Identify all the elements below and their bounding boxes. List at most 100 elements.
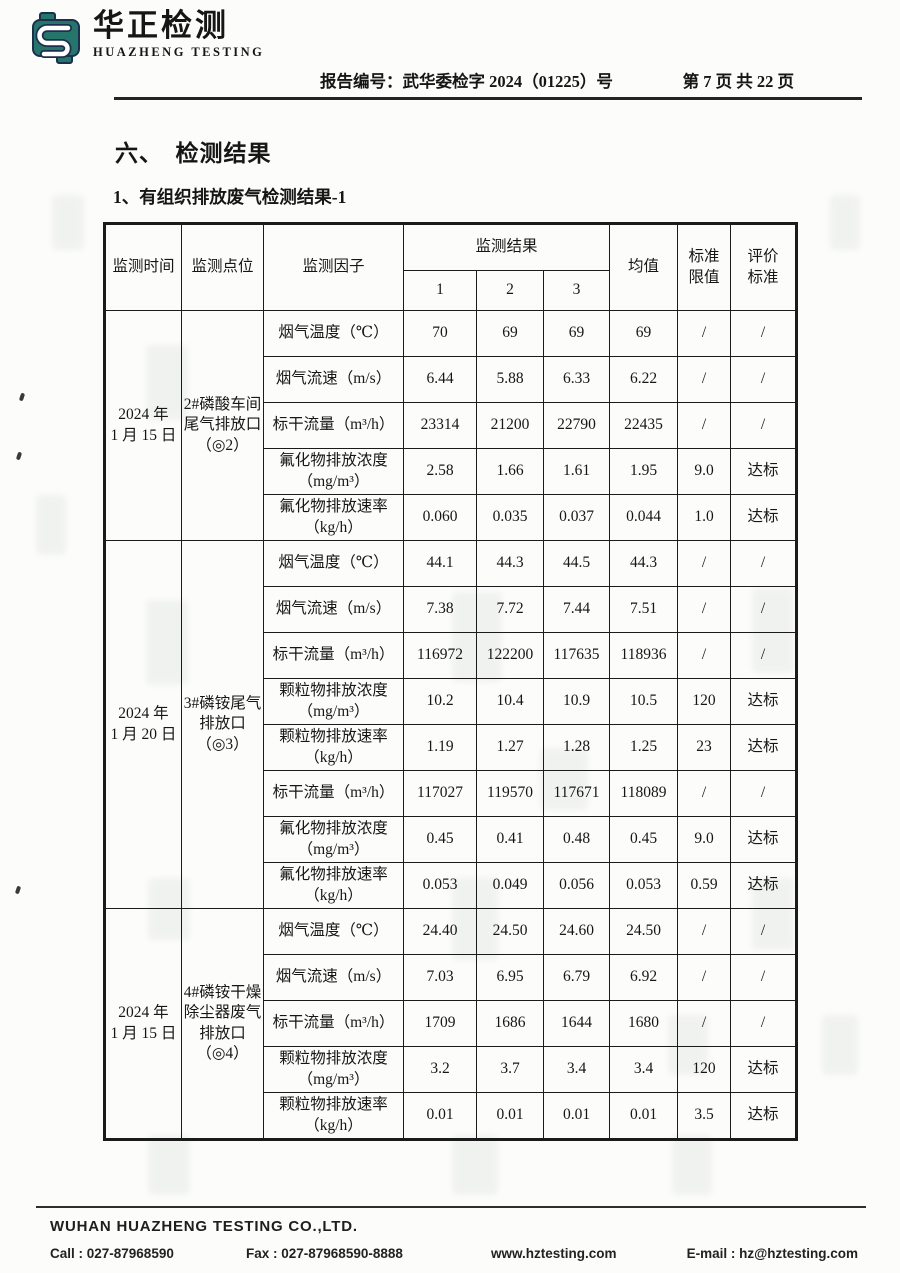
value-cell: 10.2 xyxy=(403,678,477,725)
avg-cell: 118936 xyxy=(609,632,678,679)
eval-cell: / xyxy=(730,954,797,1001)
avg-cell: 1.95 xyxy=(609,448,678,495)
eval-cell: / xyxy=(730,402,797,449)
factor-cell: 标干流量（m³/h） xyxy=(263,1000,404,1047)
table-row: 标干流量（m³/h） 1709 1686 1644 1680 / / xyxy=(105,1000,797,1047)
factor-cell: 颗粒物排放浓度 （mg/m³） xyxy=(263,678,404,725)
company-name-en: HUAZHENG TESTING xyxy=(93,44,265,59)
eval-cell: 达标 xyxy=(730,448,797,495)
table-row: 2024 年 1 月 15 日 2#磷酸车间 尾气排放口 （◎2） 烟气温度（℃… xyxy=(104,310,797,541)
eval-cell: / xyxy=(730,586,797,633)
factor-cell: 氟化物排放速率 （kg/h） xyxy=(263,494,404,541)
section-title: 六、 检测结果 xyxy=(115,141,272,166)
eval-cell: 达标 xyxy=(730,862,797,909)
header-cell-results: 监测结果 xyxy=(403,223,610,271)
avg-cell: 1.25 xyxy=(609,724,678,771)
header-cell-run2: 2 xyxy=(476,270,544,311)
value-cell: 10.4 xyxy=(476,678,544,725)
avg-cell: 1680 xyxy=(609,1000,678,1047)
value-cell: 1.66 xyxy=(476,448,544,495)
table-row: 氟化物排放浓度 （mg/m³） 0.45 0.41 0.48 0.45 9.0 … xyxy=(105,816,797,863)
location-cell: 4#磷铵干燥 除尘器废气 排放口 （◎4） xyxy=(181,908,264,1140)
factor-cell: 烟气温度（℃） xyxy=(263,310,404,357)
limit-cell: 9.0 xyxy=(677,816,731,863)
footer-fax: Fax : 027-87968590-8888 xyxy=(246,1246,403,1261)
table-row: 2024 年 1 月 15 日 4#磷铵干燥 除尘器废气 排放口 （◎4） 烟气… xyxy=(104,908,797,1140)
table-row: 烟气流速（m/s） 6.44 5.88 6.33 6.22 / / xyxy=(105,356,797,403)
value-cell: 22790 xyxy=(543,402,610,449)
limit-cell: / xyxy=(677,586,731,633)
limit-cell: / xyxy=(677,770,731,817)
table-row: 颗粒物排放浓度 （mg/m³） 3.2 3.7 3.4 3.4 120 达标 xyxy=(105,1046,797,1093)
limit-cell: / xyxy=(677,356,731,403)
limit-cell: 23 xyxy=(677,724,731,771)
table-row: 氟化物排放浓度 （mg/m³） 2.58 1.66 1.61 1.95 9.0 … xyxy=(105,448,797,495)
avg-cell: 118089 xyxy=(609,770,678,817)
eval-cell: / xyxy=(730,540,797,587)
value-cell: 0.01 xyxy=(543,1092,610,1140)
header-cell-time: 监测时间 xyxy=(104,223,182,311)
avg-cell: 22435 xyxy=(609,402,678,449)
value-cell: 6.44 xyxy=(403,356,477,403)
location-cell: 2#磷酸车间 尾气排放口 （◎2） xyxy=(181,310,264,541)
table-row: 标干流量（m³/h） 23314 21200 22790 22435 / / xyxy=(105,402,797,449)
value-cell: 24.60 xyxy=(543,908,610,955)
value-cell: 3.7 xyxy=(476,1046,544,1093)
value-cell: 0.48 xyxy=(543,816,610,863)
eval-cell: 达标 xyxy=(730,724,797,771)
footer-company-name: WUHAN HUAZHENG TESTING CO.,LTD. xyxy=(50,1218,358,1235)
report-number-label: 报告编号： xyxy=(320,72,403,91)
header-cell-limit: 标准 限值 xyxy=(677,223,731,311)
company-logo: 华正检测 HUAZHENG TESTING xyxy=(30,8,265,71)
value-cell: 21200 xyxy=(476,402,544,449)
avg-cell: 3.4 xyxy=(609,1046,678,1093)
value-cell: 0.060 xyxy=(403,494,477,541)
value-cell: 6.33 xyxy=(543,356,610,403)
value-cell: 1.19 xyxy=(403,724,477,771)
table-row: 颗粒物排放浓度 （mg/m³） 10.2 10.4 10.9 10.5 120 … xyxy=(105,678,797,725)
value-cell: 117027 xyxy=(403,770,477,817)
eval-cell: / xyxy=(730,1000,797,1047)
factor-cell: 标干流量（m³/h） xyxy=(263,632,404,679)
eval-cell: / xyxy=(730,908,797,955)
header-cell-factor: 监测因子 xyxy=(263,223,404,311)
avg-cell: 10.5 xyxy=(609,678,678,725)
factor-cell: 氟化物排放速率 （kg/h） xyxy=(263,862,404,909)
table-row: 标干流量（m³/h） 117027 119570 117671 118089 /… xyxy=(105,770,797,817)
value-cell: 70 xyxy=(403,310,477,357)
value-cell: 69 xyxy=(476,310,544,357)
value-cell: 116972 xyxy=(403,632,477,679)
header-cell-avg: 均值 xyxy=(609,223,678,311)
value-cell: 7.38 xyxy=(403,586,477,633)
value-cell: 44.5 xyxy=(543,540,610,587)
avg-cell: 0.053 xyxy=(609,862,678,909)
avg-cell: 0.45 xyxy=(609,816,678,863)
header-cell-run3: 3 xyxy=(543,270,610,311)
value-cell: 0.049 xyxy=(476,862,544,909)
limit-cell: / xyxy=(677,402,731,449)
eval-cell: 达标 xyxy=(730,494,797,541)
value-cell: 122200 xyxy=(476,632,544,679)
company-name-cn: 华正检测 xyxy=(93,8,229,43)
value-cell: 0.037 xyxy=(543,494,610,541)
table-row: 2024 年 1 月 20 日 3#磷铵尾气 排放口 （◎3） 烟气温度（℃） … xyxy=(104,540,797,909)
table-row: 颗粒物排放速率 （kg/h） 1.19 1.27 1.28 1.25 23 达标 xyxy=(105,724,797,771)
value-cell: 117635 xyxy=(543,632,610,679)
eval-cell: 达标 xyxy=(730,678,797,725)
value-cell: 5.88 xyxy=(476,356,544,403)
avg-cell: 6.92 xyxy=(609,954,678,1001)
table-row: 烟气流速（m/s） 7.38 7.72 7.44 7.51 / / xyxy=(105,586,797,633)
eval-cell: / xyxy=(730,632,797,679)
table-row: 烟气流速（m/s） 7.03 6.95 6.79 6.92 / / xyxy=(105,954,797,1001)
eval-cell: 达标 xyxy=(730,1092,797,1140)
header-cell-location: 监测点位 xyxy=(181,223,264,311)
eval-cell: / xyxy=(730,310,797,357)
factor-cell: 颗粒物排放浓度 （mg/m³） xyxy=(263,1046,404,1093)
time-cell: 2024 年 1 月 20 日 xyxy=(104,540,182,909)
value-cell: 2.58 xyxy=(403,448,477,495)
value-cell: 69 xyxy=(543,310,610,357)
factor-cell: 氟化物排放浓度 （mg/m³） xyxy=(263,448,404,495)
report-number: 武华委检字 2024（01225）号 xyxy=(402,72,613,91)
table-header-row: 监测时间 监测点位 监测因子 监测结果 均值 标准 限值 评价 标准 xyxy=(104,223,797,311)
footer-contacts: Call : 027-87968590 Fax : 027-87968590-8… xyxy=(50,1246,858,1261)
